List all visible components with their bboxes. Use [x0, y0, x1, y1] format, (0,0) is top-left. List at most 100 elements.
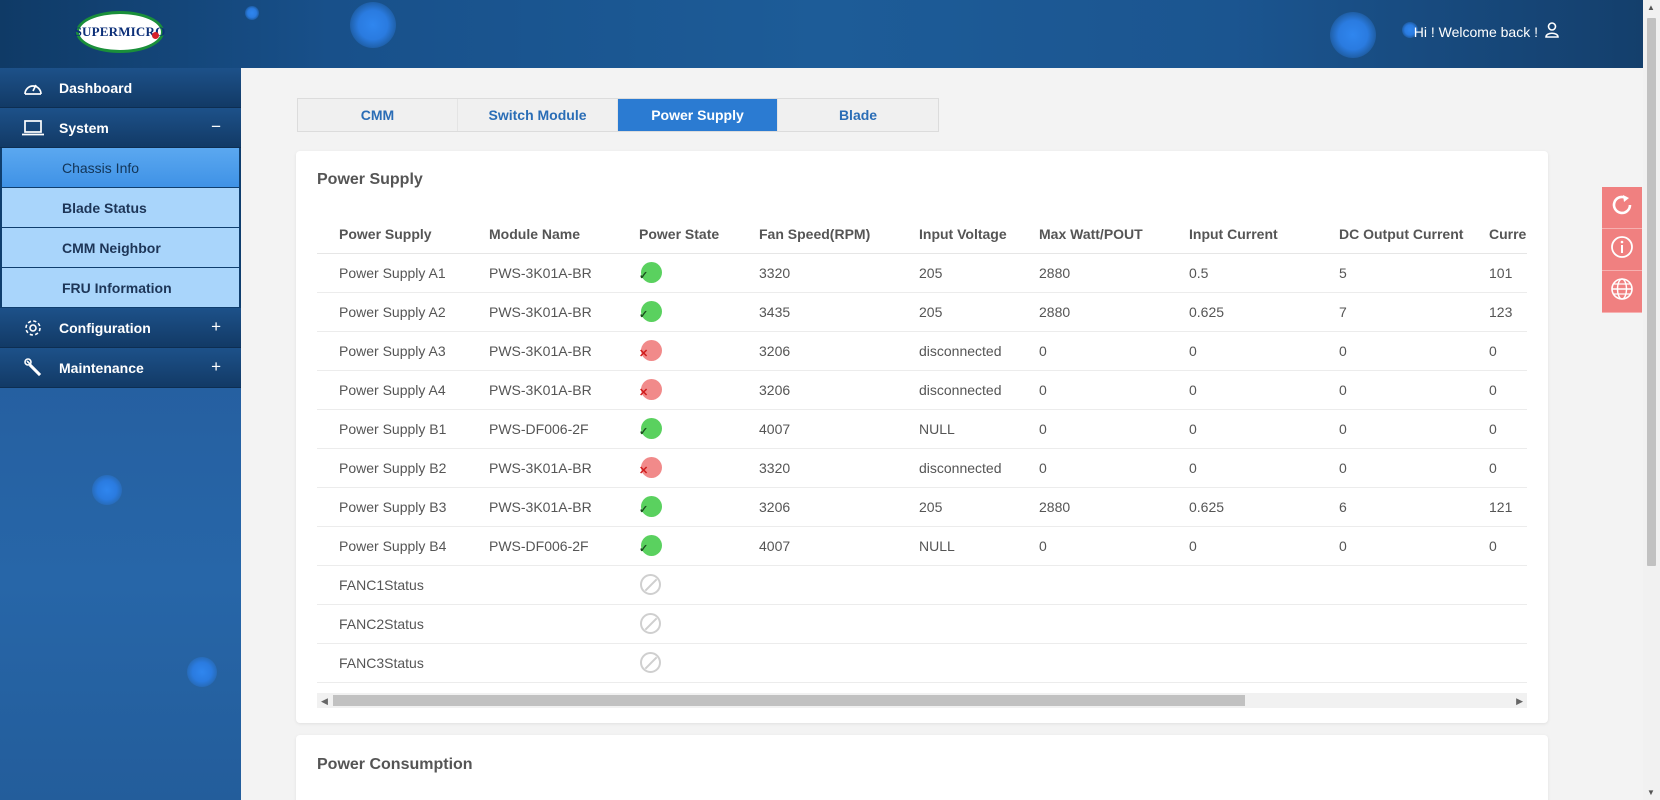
- user-icon[interactable]: [1545, 22, 1559, 41]
- table-row: Power Supply B3 PWS-3K01A-BR ✓ 3206 205 2880 0…: [317, 487, 1527, 527]
- scroll-right-arrow-icon[interactable]: ▶: [1516, 696, 1523, 706]
- power-state-cell: ✕: [617, 448, 737, 488]
- table-cell-fan: [737, 643, 897, 683]
- table-cell-module: [467, 565, 617, 605]
- sidebar-item-chassis-info[interactable]: Chassis Info: [0, 148, 241, 188]
- column-header[interactable]: Module Name: [467, 216, 617, 254]
- refresh-button[interactable]: [1602, 187, 1642, 229]
- tab-blade[interactable]: Blade: [778, 99, 938, 131]
- expand-toggle[interactable]: +: [211, 357, 221, 376]
- table-cell-module: PWS-DF006-2F: [467, 526, 617, 566]
- status-unavailable-icon: [639, 573, 661, 596]
- column-header[interactable]: Power State: [617, 216, 737, 254]
- table-cell-current: 0: [1467, 526, 1527, 566]
- main-content: CMM Switch Module Power Supply Blade Pow…: [241, 68, 1643, 800]
- status-ok-icon: ✓: [639, 534, 662, 557]
- column-header[interactable]: Curre: [1467, 216, 1527, 254]
- table-row: Power Supply A3 PWS-3K01A-BR ✕ 3206 disconne…: [317, 331, 1527, 371]
- table-cell-voltage: disconnected: [897, 370, 1017, 410]
- info-button[interactable]: [1602, 229, 1642, 271]
- table-cell-current: 0: [1467, 409, 1527, 449]
- sidebar-item-fru-information[interactable]: FRU Information: [0, 268, 241, 308]
- scrollbar-thumb[interactable]: [333, 695, 1245, 706]
- table-cell-maxwatt: 2880: [1017, 487, 1167, 527]
- sidebar-item-label: CMM Neighbor: [62, 239, 161, 256]
- gear-icon: [16, 318, 50, 338]
- power-supply-table: Power Supply Module Name Power State Fan…: [317, 216, 1527, 683]
- sidebar-item-maintenance[interactable]: Maintenance +: [0, 348, 241, 388]
- table-cell-input-current: 0: [1167, 370, 1317, 410]
- table-cell-dc-current: 6: [1317, 487, 1467, 527]
- table-cell-maxwatt: 0: [1017, 448, 1167, 488]
- table-cell-module: [467, 643, 617, 683]
- column-header[interactable]: Input Current: [1167, 216, 1317, 254]
- table-cell-input-current: [1167, 565, 1317, 605]
- status-error-icon: ✕: [639, 339, 662, 362]
- sidebar-item-configuration[interactable]: Configuration +: [0, 308, 241, 348]
- power-state-cell: ✓: [617, 526, 737, 566]
- sidebar-item-cmm-neighbor[interactable]: CMM Neighbor: [0, 228, 241, 268]
- table-cell-dc-current: 0: [1317, 409, 1467, 449]
- power-state-cell: [617, 643, 737, 683]
- status-unavailable-icon: [639, 612, 661, 635]
- card-title: Power Supply: [317, 171, 423, 188]
- table-cell-dc-current: 0: [1317, 331, 1467, 371]
- table-cell-name: Power Supply B3: [317, 487, 467, 527]
- table-cell-dc-current: 7: [1317, 292, 1467, 332]
- table-cell-module: PWS-3K01A-BR: [467, 331, 617, 371]
- sidebar-item-label: FRU Information: [62, 279, 172, 296]
- horizontal-scrollbar[interactable]: ◀ ▶: [317, 693, 1527, 708]
- scrollbar-thumb[interactable]: [1647, 18, 1656, 566]
- table-cell-module: [467, 604, 617, 644]
- table-cell-current: 0: [1467, 370, 1527, 410]
- scroll-left-arrow-icon[interactable]: ◀: [321, 696, 328, 706]
- table-cell-current: 121: [1467, 487, 1527, 527]
- table-cell-voltage: disconnected: [897, 448, 1017, 488]
- sidebar-item-label: Chassis Info: [62, 159, 140, 176]
- column-header[interactable]: DC Output Current: [1317, 216, 1467, 254]
- scroll-down-arrow-icon[interactable]: ▼: [1647, 788, 1655, 797]
- tab-switch-module[interactable]: Switch Module: [458, 99, 618, 131]
- table-cell-name: Power Supply A2: [317, 292, 467, 332]
- sidebar-item-label: System: [59, 119, 109, 136]
- table-cell-fan: 3206: [737, 370, 897, 410]
- table-row: FANC2Status: [317, 604, 1527, 644]
- power-consumption-card: Power Consumption: [296, 735, 1548, 800]
- table-cell-voltage: 205: [897, 253, 1017, 293]
- table-row: FANC3Status: [317, 643, 1527, 683]
- table-cell-input-current: 0: [1167, 331, 1317, 371]
- sidebar-item-dashboard[interactable]: Dashboard: [0, 68, 241, 108]
- power-supply-card: Power Supply Power Supply Module Name Po…: [296, 151, 1548, 723]
- sidebar-item-system[interactable]: System −: [0, 108, 241, 148]
- column-header[interactable]: Fan Speed(RPM): [737, 216, 897, 254]
- table-cell-name: FANC3Status: [317, 643, 467, 683]
- power-supply-table-wrapper: Power Supply Module Name Power State Fan…: [317, 216, 1527, 686]
- floating-action-buttons: [1602, 187, 1642, 313]
- column-header[interactable]: Input Voltage: [897, 216, 1017, 254]
- table-cell-module: PWS-3K01A-BR: [467, 448, 617, 488]
- table-cell-fan: 4007: [737, 409, 897, 449]
- table-cell-fan: 3320: [737, 253, 897, 293]
- sidebar-item-label: Dashboard: [59, 79, 133, 96]
- column-header[interactable]: Max Watt/POUT: [1017, 216, 1167, 254]
- table-cell-maxwatt: [1017, 643, 1167, 683]
- scroll-up-arrow-icon[interactable]: ▲: [1647, 3, 1655, 12]
- decor-orb: [1402, 22, 1418, 38]
- vertical-scrollbar[interactable]: ▲ ▼: [1643, 0, 1660, 800]
- supermicro-logo[interactable]: SUPERMICRO: [75, 11, 165, 53]
- table-cell-name: Power Supply B4: [317, 526, 467, 566]
- table-cell-voltage: NULL: [897, 409, 1017, 449]
- expand-toggle[interactable]: +: [211, 317, 221, 336]
- table-cell-voltage: 205: [897, 292, 1017, 332]
- column-header[interactable]: Power Supply: [317, 216, 467, 254]
- sidebar-item-label: Blade Status: [62, 199, 147, 216]
- table-cell-input-current: 0: [1167, 526, 1317, 566]
- sidebar-item-blade-status[interactable]: Blade Status: [0, 188, 241, 228]
- collapse-toggle[interactable]: −: [211, 117, 221, 136]
- tab-cmm[interactable]: CMM: [298, 99, 458, 131]
- table-cell-module: PWS-DF006-2F: [467, 409, 617, 449]
- tab-power-supply[interactable]: Power Supply: [618, 99, 778, 131]
- power-state-cell: ✕: [617, 370, 737, 410]
- language-button[interactable]: [1602, 271, 1642, 313]
- table-row: Power Supply A1 PWS-3K01A-BR ✓ 3320 205 2880 0…: [317, 253, 1527, 293]
